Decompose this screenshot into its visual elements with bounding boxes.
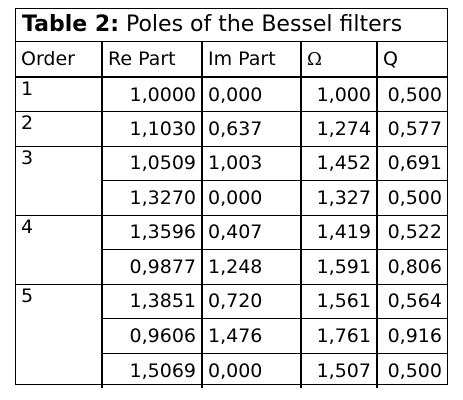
q-cell: 0,806 <box>376 249 447 284</box>
column-header-im-part: Im Part <box>201 42 301 77</box>
q-cell: 0,522 <box>376 214 447 250</box>
omega-cell: 1,419 <box>300 214 377 250</box>
table-row: 2 1,1030 0,637 1,274 0,577 <box>16 111 447 146</box>
re-part-cell: 0,9877 <box>101 249 202 284</box>
table-caption-text: Poles of the Bessel filters <box>119 12 403 37</box>
im-part-cell: 1,476 <box>201 318 301 353</box>
column-header-order: Order <box>21 48 75 70</box>
order-cell <box>16 353 102 388</box>
re-part-cell: 1,0509 <box>101 145 202 181</box>
order-cell: 4 <box>16 214 102 250</box>
q-cell: 0,500 <box>376 180 447 215</box>
order-cell: 2 <box>16 111 102 146</box>
im-part-cell: 0,000 <box>201 180 301 215</box>
re-part-cell: 1,3596 <box>101 214 202 250</box>
column-header-re-part: Re Part <box>101 42 202 77</box>
omega-cell: 1,327 <box>300 180 377 215</box>
re-part-cell: 1,1030 <box>101 111 202 146</box>
im-part-cell: 0,000 <box>201 352 301 388</box>
im-part-cell: 0,407 <box>201 214 301 250</box>
bessel-poles-table: Order Re Part Im Part Ω Q 1 1,0000 0,000… <box>16 42 447 388</box>
table-row: 1 1,0000 0,000 1,000 0,500 <box>16 76 447 112</box>
column-header-q: Q <box>376 42 447 77</box>
omega-cell: 1,452 <box>300 145 377 181</box>
table-caption: Table 2: Poles of the Bessel filters <box>16 9 447 42</box>
q-cell: 0,577 <box>376 111 447 146</box>
table-row: 1,5069 0,000 1,507 0,500 <box>16 352 447 388</box>
table-row: 0,9606 1,476 1,761 0,916 <box>16 318 447 354</box>
im-part-cell: 0,637 <box>201 111 301 146</box>
omega-cell: 1,274 <box>300 111 377 146</box>
table-row: 5 1,3851 0,720 1,561 0,564 <box>16 283 447 319</box>
header-row: Order Re Part Im Part Ω Q <box>16 42 447 77</box>
order-cell: 5 <box>16 283 102 319</box>
order-cell: 3 <box>16 145 102 181</box>
order-cell <box>16 181 102 216</box>
omega-cell: 1,507 <box>300 352 377 388</box>
im-part-cell: 1,003 <box>201 145 301 181</box>
table-row: 1,3270 0,000 1,327 0,500 <box>16 180 447 216</box>
omega-cell: 1,561 <box>300 283 377 319</box>
table-row: 3 1,0509 1,003 1,452 0,691 <box>16 145 447 181</box>
im-part-cell: 0,720 <box>201 283 301 319</box>
im-part-cell: 1,248 <box>201 249 301 284</box>
table-caption-label: Table 2: <box>22 12 119 37</box>
omega-cell: 1,761 <box>300 318 377 353</box>
table-row: 0,9877 1,248 1,591 0,806 <box>16 249 447 285</box>
re-part-cell: 0,9606 <box>101 318 202 353</box>
re-part-cell: 1,3851 <box>101 283 202 319</box>
column-header-omega: Ω <box>300 42 377 77</box>
q-cell: 0,500 <box>376 76 447 112</box>
q-cell: 0,916 <box>376 318 447 353</box>
omega-cell: 1,591 <box>300 249 377 284</box>
q-cell: 0,691 <box>376 145 447 181</box>
re-part-cell: 1,3270 <box>101 180 202 215</box>
bessel-poles-table-frame: Table 2: Poles of the Bessel filters Ord… <box>15 8 448 388</box>
im-part-cell: 0,000 <box>201 76 301 112</box>
q-cell: 0,500 <box>376 352 447 388</box>
order-cell: 1 <box>16 76 102 112</box>
re-part-cell: 1,5069 <box>101 352 202 388</box>
re-part-cell: 1,0000 <box>101 76 202 112</box>
order-cell <box>16 319 102 354</box>
order-cell <box>16 250 102 285</box>
q-cell: 0,564 <box>376 283 447 319</box>
omega-cell: 1,000 <box>300 76 377 112</box>
table-row: 4 1,3596 0,407 1,419 0,522 <box>16 214 447 250</box>
